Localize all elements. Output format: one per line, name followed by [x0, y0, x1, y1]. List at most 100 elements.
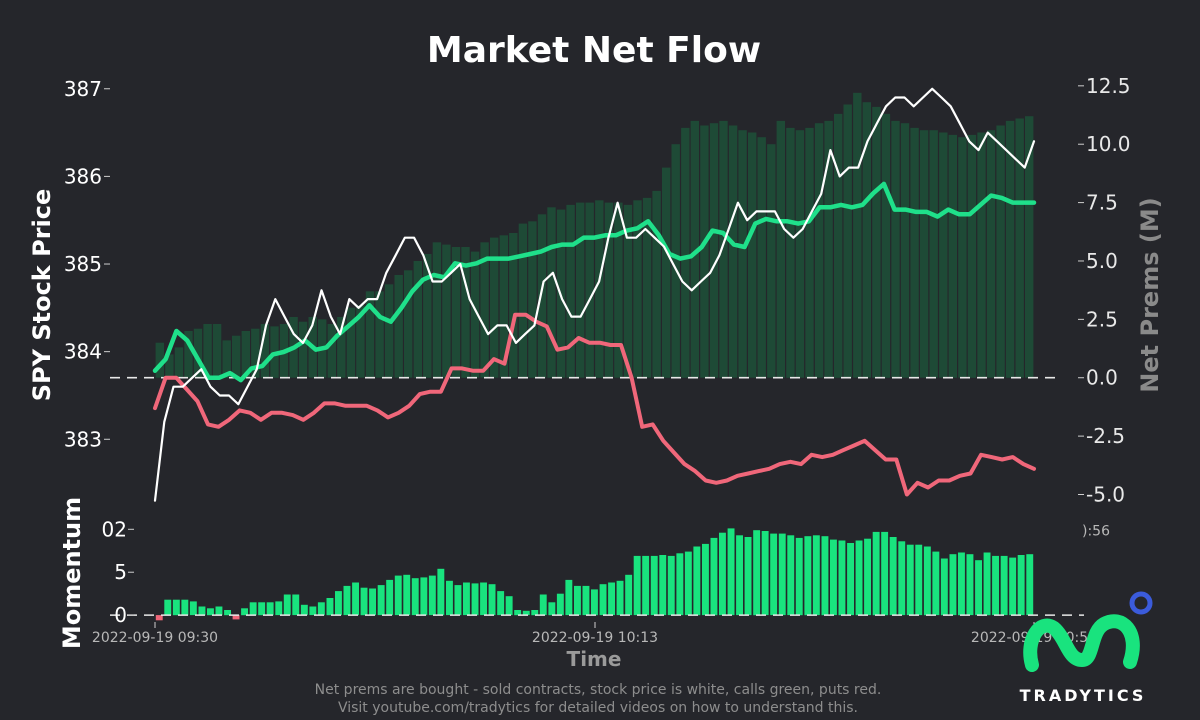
net-prem-bar [212, 324, 222, 378]
momentum-bar [744, 537, 752, 616]
momentum-bar [317, 602, 325, 616]
momentum-bar [1000, 555, 1008, 616]
momentum-partial-label: ):56 [1082, 523, 1110, 539]
net-prem-bar [470, 251, 480, 378]
momentum-bar [684, 551, 692, 616]
logo-wave-icon [1023, 614, 1140, 672]
net-prem-bar [853, 92, 862, 378]
momentum-bar [838, 540, 846, 616]
net-prem-bar [642, 197, 652, 378]
momentum-bar [181, 599, 189, 616]
momentum-bar [556, 593, 564, 616]
net-prem-bar [576, 202, 585, 378]
momentum-bar [480, 582, 487, 616]
chart-title: Market Net Flow [427, 30, 761, 71]
net-prem-bar [193, 328, 203, 378]
momentum-bar [761, 531, 769, 616]
net-prem-bar [776, 120, 785, 378]
momentum-bar [983, 552, 991, 616]
right-tick-label: -5.0 [1086, 482, 1125, 506]
momentum-bar [795, 537, 803, 616]
momentum-bar [778, 533, 786, 616]
net-prem-bar [700, 125, 709, 378]
net-prem-bar [805, 127, 814, 378]
net-prem-bar [499, 235, 508, 378]
momentum-bar [300, 604, 308, 616]
momentum-bar [497, 591, 505, 616]
momentum-bar [394, 575, 402, 616]
momentum-bar [539, 594, 547, 616]
net-prem-bar [566, 204, 575, 378]
momentum-bar [369, 588, 376, 616]
x-tick-label: 2022-09-19 10:13 [532, 630, 658, 646]
net-prem-bar [623, 204, 633, 378]
momentum-bar [693, 546, 701, 616]
x-tick-label: 2022-09-19 09:30 [92, 630, 218, 646]
momentum-bar [505, 596, 513, 616]
momentum-bar [531, 610, 539, 616]
net-prem-bar [165, 354, 174, 378]
momentum-bar [275, 601, 283, 616]
net-prem-bar [614, 202, 623, 378]
net-prem-bar [652, 190, 661, 378]
momentum-bar [881, 531, 889, 616]
momentum-bar [522, 610, 530, 616]
net-prem-bar [222, 340, 231, 378]
net-prem-bar [681, 127, 690, 378]
momentum-bar [207, 608, 214, 616]
net-prem-bar [900, 123, 910, 378]
net-prem-bar [910, 127, 919, 378]
momentum-tick-label: 02 [102, 517, 127, 541]
momentum-plot: 0 5 02):56 2022-09-19 09:30 2022-09-19 10:13… [92, 517, 1110, 646]
momentum-bar [428, 575, 436, 616]
momentum-bar [574, 585, 581, 616]
momentum-bar [360, 587, 368, 616]
momentum-bar [215, 606, 223, 616]
momentum-bar [889, 537, 897, 616]
momentum-bar [608, 582, 615, 616]
net-prem-bar [986, 130, 996, 378]
right-tick-label: -2.5 [1086, 424, 1125, 448]
momentum-bar [335, 591, 342, 616]
momentum-bar [864, 538, 871, 616]
net-prem-bar [394, 275, 403, 378]
net-prem-bar [824, 120, 833, 378]
right-tick-label: 0.0 [1086, 366, 1118, 390]
momentum-bar [736, 535, 743, 616]
net-prem-bar [604, 202, 614, 378]
net-prem-bar [451, 247, 461, 378]
net-prem-bar [423, 254, 432, 378]
momentum-bar [659, 555, 667, 616]
price-line [153, 87, 1036, 502]
net-prem-bar [442, 244, 451, 378]
net-prem-bar [490, 237, 499, 378]
left-tick-label: 385 [64, 252, 102, 276]
momentum-bar [164, 599, 172, 616]
momentum-bar [727, 528, 735, 616]
net-prem-bar [795, 130, 805, 378]
net-prems-bars [155, 92, 1034, 378]
momentum-bar [1026, 554, 1034, 616]
net-prem-bar [671, 144, 680, 378]
momentum-bar [625, 574, 633, 616]
net-prem-bar [728, 125, 738, 378]
momentum-bar [198, 606, 206, 616]
net-prem-bar [872, 106, 881, 378]
momentum-bar [642, 555, 650, 616]
left-tick-label: 387 [64, 77, 102, 101]
momentum-bar [599, 584, 607, 616]
momentum-bar [249, 602, 257, 616]
net-prem-bar [585, 202, 594, 378]
momentum-bar [650, 555, 658, 616]
momentum-bar [787, 535, 795, 616]
momentum-bar [915, 544, 923, 616]
net-prem-bar [155, 342, 164, 378]
momentum-bar [582, 585, 590, 616]
momentum-axis-label: Momentum [58, 497, 86, 649]
net-prem-bar [1015, 118, 1024, 378]
right-tick-label: 2.5 [1086, 307, 1118, 331]
momentum-bar [446, 580, 453, 616]
net-prem-bar [528, 221, 537, 378]
net-prem-bar [709, 123, 719, 378]
net-prem-bar [948, 134, 957, 378]
